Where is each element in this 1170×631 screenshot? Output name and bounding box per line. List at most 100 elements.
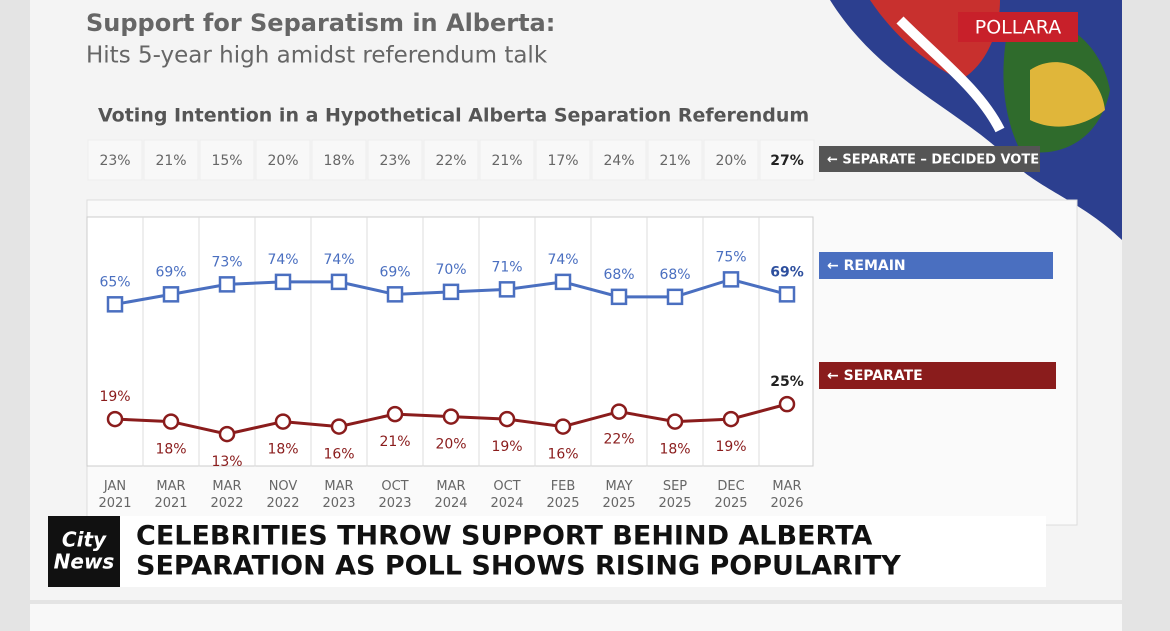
marker	[666, 288, 684, 306]
x-tick-label: MAR 2026	[770, 479, 804, 511]
ticker-logo-box	[48, 516, 120, 587]
data-label: 13%	[211, 454, 242, 470]
marker	[722, 410, 740, 428]
decided-label: 24%	[603, 153, 634, 169]
ticker-line: SEPARATION AS POLL SHOWS RISING POPULARI…	[136, 551, 901, 582]
marker	[274, 413, 292, 430]
page-subtitle: Hits 5-year high amidst referendum talk	[86, 43, 548, 69]
decided-label: 21%	[491, 153, 522, 169]
chart-title: Voting Intention in a Hypothetical Alber…	[98, 105, 809, 127]
x-tick-label: NOV 2022	[266, 479, 300, 511]
decided-cell	[479, 139, 535, 181]
marker	[162, 286, 180, 303]
x-tick-label: MAY 2025	[602, 479, 636, 511]
x-tick-label: FEB 2025	[546, 479, 580, 511]
x-tick-label: MAR 2021	[154, 479, 188, 511]
decided-label: 21%	[659, 153, 690, 169]
decided-cell	[255, 139, 311, 181]
marker	[442, 283, 460, 301]
decided-label: 23%	[99, 153, 130, 169]
decided-cell	[759, 139, 815, 181]
marker	[498, 281, 516, 298]
ticker-logo: City	[62, 528, 107, 552]
x-tick-label: SEP 2025	[658, 479, 692, 511]
data-label: 16%	[547, 447, 578, 463]
decided-cell	[535, 139, 591, 181]
legend-label: ← REMAIN	[827, 258, 906, 274]
marker	[218, 425, 236, 443]
decided-cell	[143, 139, 199, 181]
x-tick-label: JAN 2021	[98, 479, 132, 511]
data-label: 18%	[659, 442, 690, 458]
marker	[442, 408, 460, 425]
decided-label: 22%	[435, 153, 466, 169]
decided-label: 27%	[770, 153, 804, 169]
data-label: 20%	[435, 437, 466, 453]
marker	[106, 296, 124, 313]
data-label: 70%	[435, 262, 466, 278]
data-label: 68%	[603, 267, 634, 283]
data-label: 18%	[267, 442, 298, 458]
marker	[274, 273, 292, 291]
data-label: 71%	[491, 259, 522, 275]
marker	[666, 413, 684, 430]
decided-label: 23%	[379, 153, 410, 169]
marker	[722, 271, 740, 288]
data-label: 19%	[491, 439, 522, 455]
decided-legend: ← SEPARATE – DECIDED VOTE	[827, 153, 1039, 168]
legend-label: ← SEPARATE	[827, 368, 923, 384]
marker	[610, 403, 628, 420]
data-label: 73%	[211, 254, 242, 270]
marker	[330, 273, 348, 291]
data-label: 74%	[267, 252, 298, 268]
decided-cell	[199, 139, 255, 181]
decided-legend-box	[819, 146, 1040, 172]
decided-cell	[311, 139, 367, 181]
data-label: 69%	[770, 264, 804, 280]
page-title: Support for Separatism in Alberta:	[86, 9, 555, 37]
decided-cell	[367, 139, 423, 181]
decided-label: 18%	[323, 153, 354, 169]
marker	[162, 413, 180, 430]
marker	[330, 418, 348, 435]
x-tick-label: MAR 2022	[210, 479, 244, 511]
decided-label: 20%	[267, 153, 298, 169]
marker	[386, 405, 404, 423]
brand: POLLARA	[975, 17, 1061, 39]
marker	[386, 286, 404, 303]
decided-label: 17%	[547, 153, 578, 169]
data-label: 75%	[715, 249, 746, 265]
decided-cell	[423, 139, 479, 181]
x-tick-label: MAR 2024	[434, 479, 468, 511]
decided-label: 20%	[715, 153, 746, 169]
data-label: 21%	[379, 434, 410, 450]
marker	[554, 418, 572, 435]
x-tick-label: OCT 2024	[490, 479, 524, 511]
data-label: 74%	[547, 252, 578, 268]
marker	[610, 288, 628, 306]
ticker-logo: News	[54, 550, 115, 574]
data-label: 16%	[323, 447, 354, 463]
data-label: 22%	[603, 432, 634, 448]
ticker-line: CELEBRITIES THROW SUPPORT BEHIND ALBERTA	[136, 521, 872, 552]
data-label: 69%	[379, 264, 410, 280]
data-label: 68%	[659, 267, 690, 283]
decided-cell	[703, 139, 759, 181]
x-tick-label: OCT 2023	[378, 479, 412, 511]
marker	[218, 276, 236, 293]
decided-label: 21%	[155, 153, 186, 169]
decided-label: 15%	[211, 153, 242, 169]
marker	[106, 410, 124, 428]
marker	[778, 286, 796, 303]
x-tick-label: DEC 2025	[714, 479, 748, 511]
marker	[498, 410, 516, 428]
decided-cell	[591, 139, 647, 181]
decided-cell	[87, 139, 143, 181]
marker	[554, 273, 572, 291]
decided-cell	[647, 139, 703, 181]
brand-box	[958, 12, 1078, 42]
data-label: 65%	[99, 274, 130, 290]
data-label: 69%	[155, 264, 186, 280]
